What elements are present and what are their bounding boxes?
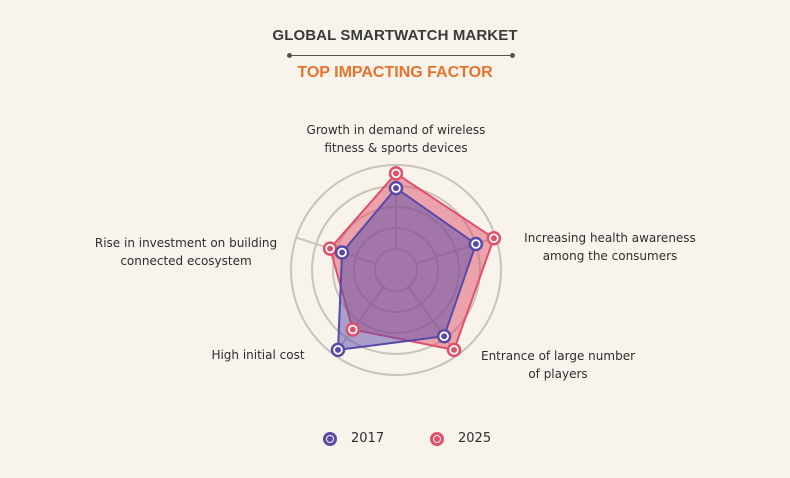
legend-label-2017: 2017 <box>351 431 385 446</box>
axis-label-line: fitness & sports devices <box>324 141 468 155</box>
data-point-dot-2025 <box>451 346 458 353</box>
axis-label-line: connected ecosystem <box>120 254 252 268</box>
axis-label-line: of players <box>528 367 588 381</box>
axis-label-connected-ecosystem: Rise in investment on building connected… <box>86 234 286 270</box>
title-divider <box>287 53 515 58</box>
divider-dot-right <box>510 53 515 58</box>
axis-label-line: Growth in demand of wireless <box>306 123 486 137</box>
data-point-dot-2025 <box>327 245 334 252</box>
series-area-2017 <box>336 187 477 351</box>
data-point-dot-2017 <box>339 249 346 256</box>
data-point-dot-2025 <box>490 235 497 242</box>
divider-dot-left <box>287 53 292 58</box>
axis-label-initial-cost: High initial cost <box>200 346 316 364</box>
data-point-dot-2017 <box>334 346 341 353</box>
axis-label-line: among the consumers <box>542 249 678 263</box>
chart-title: GLOBAL SMARTWATCH MARKET <box>272 27 518 44</box>
legend-item-2025[interactable]: 2025 <box>430 431 491 446</box>
axis-label-line: Increasing health awareness <box>524 231 696 245</box>
data-point-dot-2025 <box>393 170 399 177</box>
chart-subtitle: TOP IMPACTING FACTOR <box>297 64 493 81</box>
axis-label-wireless-fitness: Growth in demand of wireless fitness & s… <box>296 121 496 157</box>
axis-label-health-awareness: Increasing health awareness among the co… <box>510 229 710 265</box>
data-point-dot-2017 <box>393 185 399 192</box>
legend-label-2025: 2025 <box>458 431 492 446</box>
axis-label-line: Rise in investment on building <box>94 236 278 250</box>
legend-marker-2017-icon <box>323 431 337 446</box>
axis-label-line: Entrance of large number <box>480 349 636 363</box>
axis-label-line: High initial cost <box>211 348 305 362</box>
data-point-dot-2017 <box>472 241 479 248</box>
legend-marker-2025-icon <box>430 431 444 446</box>
data-point-dot-2025 <box>349 326 356 333</box>
legend-item-2017[interactable]: 2017 <box>323 431 384 446</box>
radar-series <box>322 166 502 358</box>
axis-label-large-players: Entrance of large number of players <box>468 347 648 383</box>
data-point-dot-2017 <box>441 333 448 340</box>
chart-legend: 2017 2025 <box>0 431 790 451</box>
